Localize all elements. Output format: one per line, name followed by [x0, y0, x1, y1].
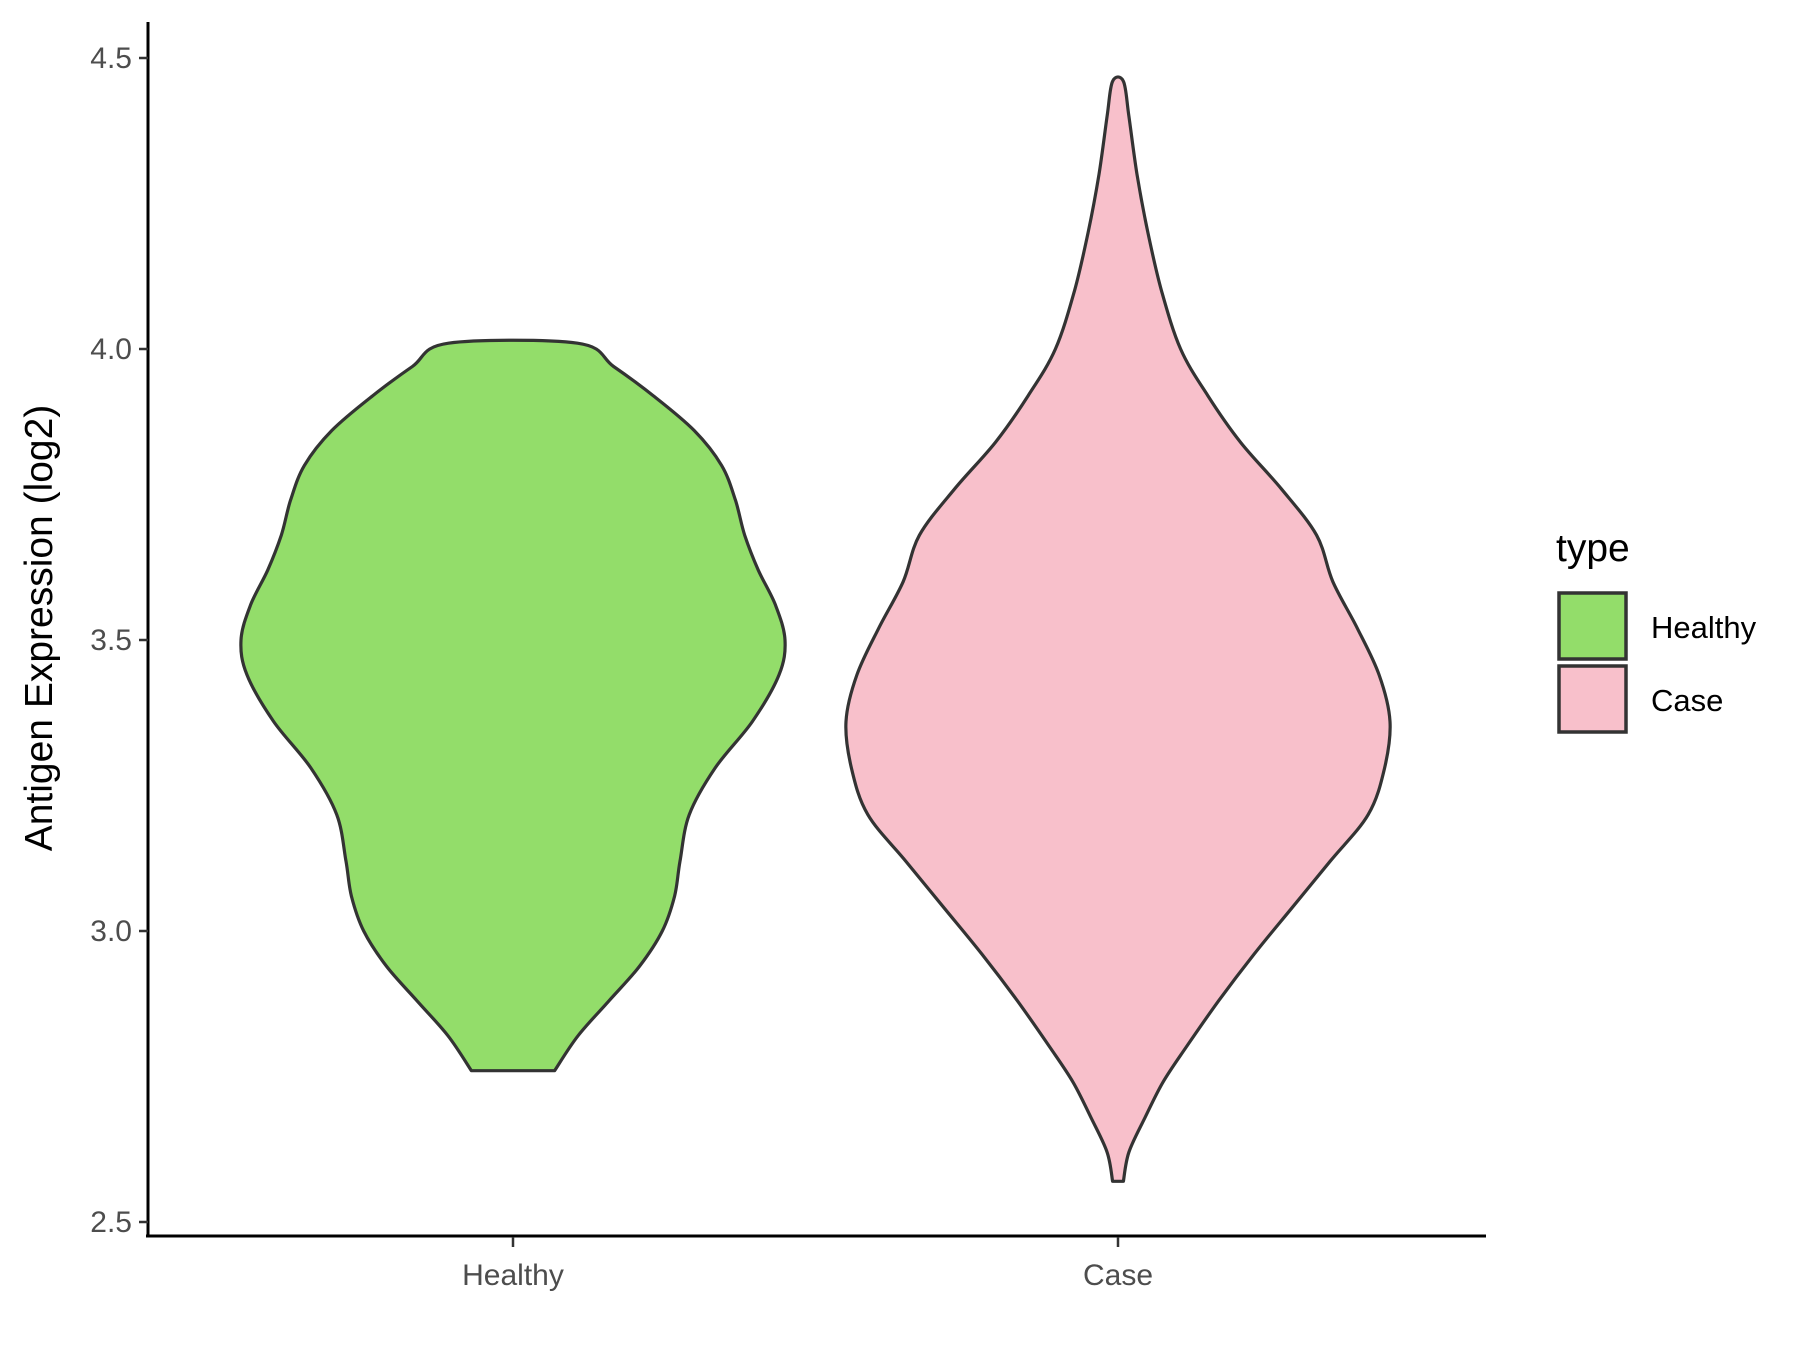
legend-key-healthy	[1557, 591, 1628, 661]
legend-label-healthy: Healthy	[1651, 610, 1757, 645]
violin-case	[844, 75, 1392, 1183]
legend: type Healthy Case	[1556, 527, 1757, 734]
y-tick-label: 4.0	[90, 333, 132, 366]
y-axis-title: Antigen Expression (log2)	[18, 405, 61, 852]
plot-area	[239, 75, 1392, 1183]
y-tick-label: 2.5	[90, 1206, 132, 1239]
y-tick-label: 4.5	[90, 42, 132, 75]
legend-title: type	[1556, 527, 1630, 570]
axes: 2.5 3.0 3.5 4.0 4.5 Healthy Case	[90, 22, 1486, 1292]
x-tick-label-case: Case	[1083, 1259, 1153, 1292]
y-tick-label: 3.0	[90, 915, 132, 948]
violin-healthy	[239, 338, 787, 1073]
legend-label-case: Case	[1651, 683, 1723, 718]
x-tick-label-healthy: Healthy	[462, 1259, 564, 1292]
legend-key-case	[1557, 664, 1628, 734]
y-tick-label: 3.5	[90, 624, 132, 657]
